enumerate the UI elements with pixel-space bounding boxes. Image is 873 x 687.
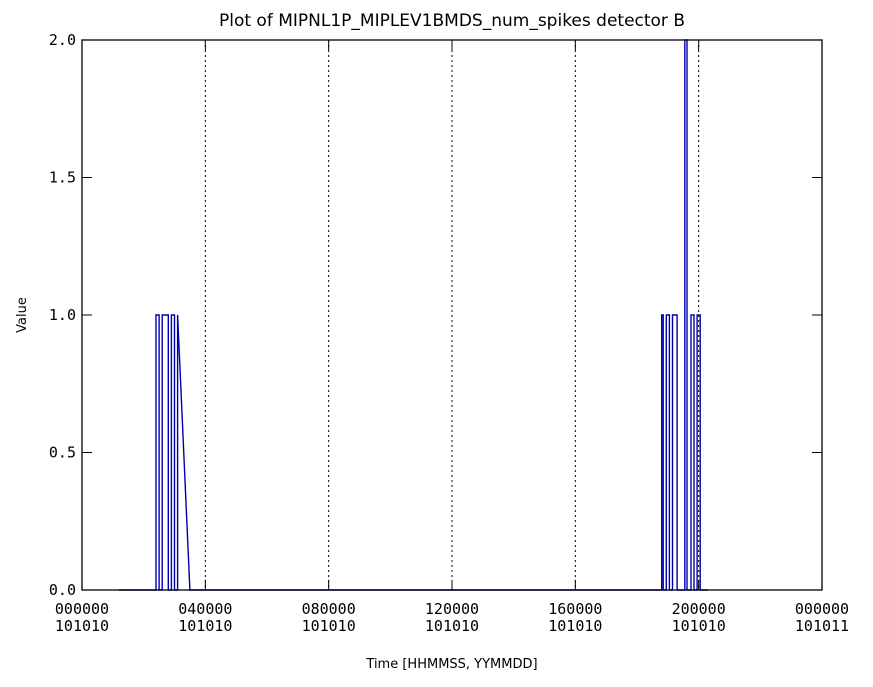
- y-tick-label: 0.0: [49, 581, 76, 599]
- x-tick-label-time: 080000: [302, 600, 356, 618]
- grid-lines: [204, 40, 700, 590]
- x-tick-label-date: 101010: [548, 617, 602, 635]
- x-tick-label-time: 000000: [55, 600, 109, 618]
- series-line-0: [119, 39, 708, 591]
- x-tick-label-date: 101010: [302, 617, 356, 635]
- x-axis-label: Time [HHMMSS, YYMMDD]: [365, 657, 537, 672]
- x-tick-label-time: 120000: [425, 600, 479, 618]
- y-axis-label: Value: [15, 297, 30, 333]
- y-tick-label: 1.0: [49, 306, 76, 324]
- x-tick-label-time: 040000: [178, 600, 232, 618]
- x-tick-label-date: 101011: [795, 617, 849, 635]
- y-tick-label: 1.5: [49, 169, 76, 187]
- x-tick-label-date: 101010: [672, 617, 726, 635]
- y-tick-label: 0.5: [49, 444, 76, 462]
- x-tick-label-time: 200000: [672, 600, 726, 618]
- x-axis-ticks: 0000001010100400001010100800001010101200…: [55, 40, 849, 635]
- x-tick-label-date: 101010: [425, 617, 479, 635]
- x-tick-label-date: 101010: [55, 617, 109, 635]
- series-group: [119, 39, 708, 591]
- y-tick-label: 2.0: [49, 31, 76, 49]
- chart-title: Plot of MIPNL1P_MIPLEV1BMDS_num_spikes d…: [219, 11, 685, 31]
- x-tick-label-date: 101010: [178, 617, 232, 635]
- x-tick-label-time: 000000: [795, 600, 849, 618]
- x-tick-label-time: 160000: [548, 600, 602, 618]
- y-axis-ticks: 0.0 0.5 1.0 1.5 2.0: [49, 31, 822, 599]
